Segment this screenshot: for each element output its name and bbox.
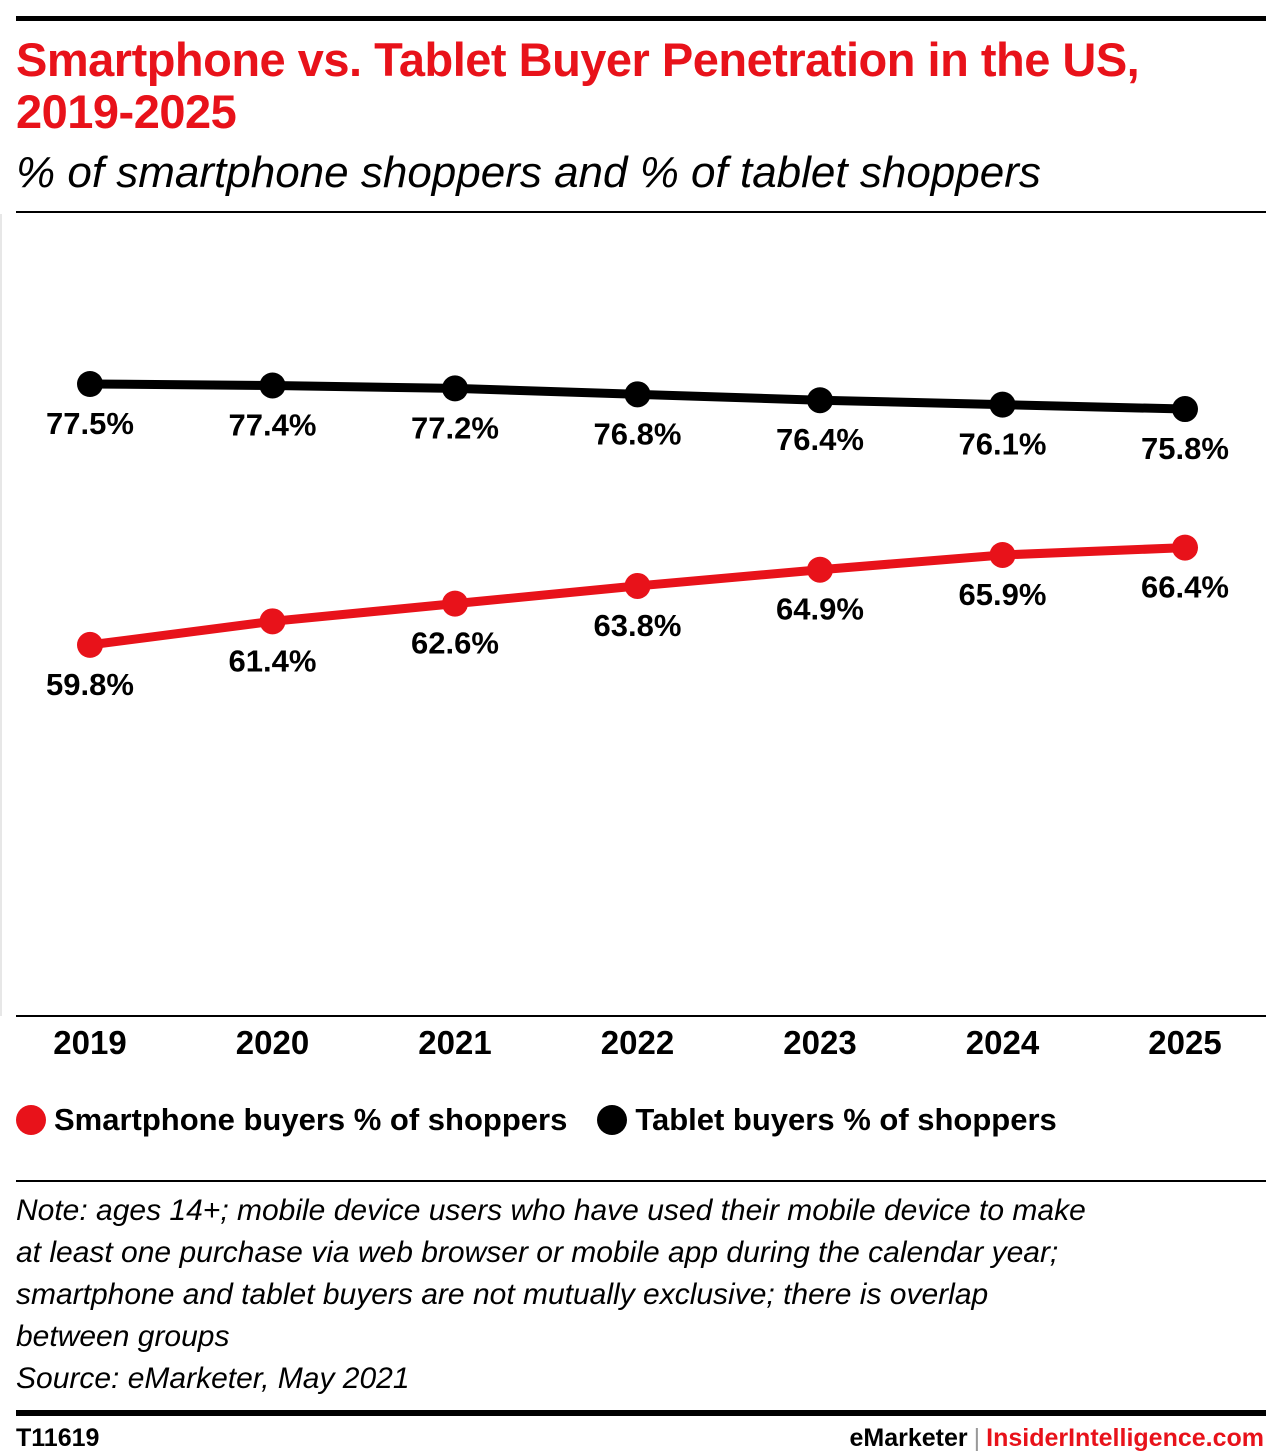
x-tick-label: 2025 xyxy=(1148,1024,1221,1061)
legend-rule xyxy=(16,1180,1266,1182)
smartphone-data-point xyxy=(989,541,1016,568)
brand-emarketer[interactable]: eMarketer xyxy=(849,1424,968,1452)
chart-title: Smartphone vs. Tablet Buyer Penetration … xyxy=(16,33,1140,138)
tablet-data-point xyxy=(1172,396,1198,423)
smartphone-data-label: 66.4% xyxy=(1141,570,1229,605)
legend: Smartphone buyers % of shoppers Tablet b… xyxy=(16,1098,1087,1142)
smartphone-data-label: 63.8% xyxy=(594,608,682,643)
smartphone-data-label: 64.9% xyxy=(776,592,864,627)
smartphone-data-point xyxy=(259,608,286,635)
brand-separator: | xyxy=(973,1424,981,1452)
legend-label-smartphone: Smartphone buyers % of shoppers xyxy=(54,1102,568,1137)
smartphone-data-point xyxy=(77,631,103,658)
note-line: Note: ages 14+; mobile device users who … xyxy=(16,1194,1086,1227)
tablet-data-label: 76.4% xyxy=(776,422,864,457)
tablet-data-label: 76.8% xyxy=(594,416,682,451)
tablet-data-point xyxy=(989,391,1016,418)
legend-item-smartphone: Smartphone buyers % of shoppers xyxy=(16,1102,567,1138)
tablet-data-label: 77.5% xyxy=(46,406,134,441)
brand: eMarketer | InsiderIntelligence.com xyxy=(850,1424,1265,1453)
top-rule xyxy=(16,16,1266,21)
x-tick-label: 2024 xyxy=(966,1024,1040,1061)
source-line: Source: eMarketer, May 2021 xyxy=(16,1362,410,1395)
x-tick-label: 2022 xyxy=(601,1024,674,1061)
tablet-data-point xyxy=(807,387,833,414)
note-block: Note: ages 14+; mobile device users who … xyxy=(16,1190,1266,1400)
legend-label-tablet: Tablet buyers % of shoppers xyxy=(635,1102,1057,1137)
smartphone-data-point xyxy=(1172,534,1198,561)
smartphone-data-label: 59.8% xyxy=(46,667,134,702)
tablet-data-label: 77.4% xyxy=(229,407,317,442)
smartphone-data-point xyxy=(624,572,651,599)
tablet-data-label: 76.1% xyxy=(959,427,1047,462)
legend-swatch-tablet xyxy=(597,1105,628,1135)
smartphone-data-point xyxy=(442,590,468,617)
x-tick-label: 2019 xyxy=(53,1024,126,1061)
smartphone-data-point xyxy=(807,556,833,583)
legend-swatch-smartphone xyxy=(16,1105,46,1135)
chart-id: T11619 xyxy=(16,1424,100,1452)
note-line: between groups xyxy=(16,1320,230,1353)
x-tick-label: 2020 xyxy=(236,1024,309,1061)
tablet-data-point xyxy=(259,372,286,399)
smartphone-data-label: 62.6% xyxy=(411,626,499,661)
legend-item-tablet: Tablet buyers % of shoppers xyxy=(597,1102,1057,1138)
note-line: smartphone and tablet buyers are not mut… xyxy=(16,1278,989,1311)
brand-insider-intelligence-link[interactable]: InsiderIntelligence.com xyxy=(986,1424,1264,1452)
footer-rule xyxy=(16,1410,1266,1416)
smartphone-data-label: 65.9% xyxy=(959,577,1047,612)
smartphone-data-label: 61.4% xyxy=(229,643,317,678)
tablet-data-label: 75.8% xyxy=(1141,431,1229,466)
tablet-data-point xyxy=(442,375,468,402)
tablet-data-label: 77.2% xyxy=(411,410,499,445)
subtitle-rule xyxy=(16,211,1266,213)
note-line: at least one purchase via web browser or… xyxy=(16,1236,1059,1269)
x-tick-label: 2023 xyxy=(783,1024,856,1061)
x-tick-label: 2021 xyxy=(418,1024,491,1061)
tablet-data-point xyxy=(77,371,103,397)
tablet-data-point xyxy=(624,381,651,408)
footer: T11619 eMarketer | InsiderIntelligence.com xyxy=(16,1422,1266,1454)
line-chart: 2019 2020 2021 2022 2023 2024 2025 77.5% 77.4% 77… xyxy=(0,214,1266,1061)
chart-subtitle: % of smartphone shoppers and % of tablet… xyxy=(16,148,1041,197)
